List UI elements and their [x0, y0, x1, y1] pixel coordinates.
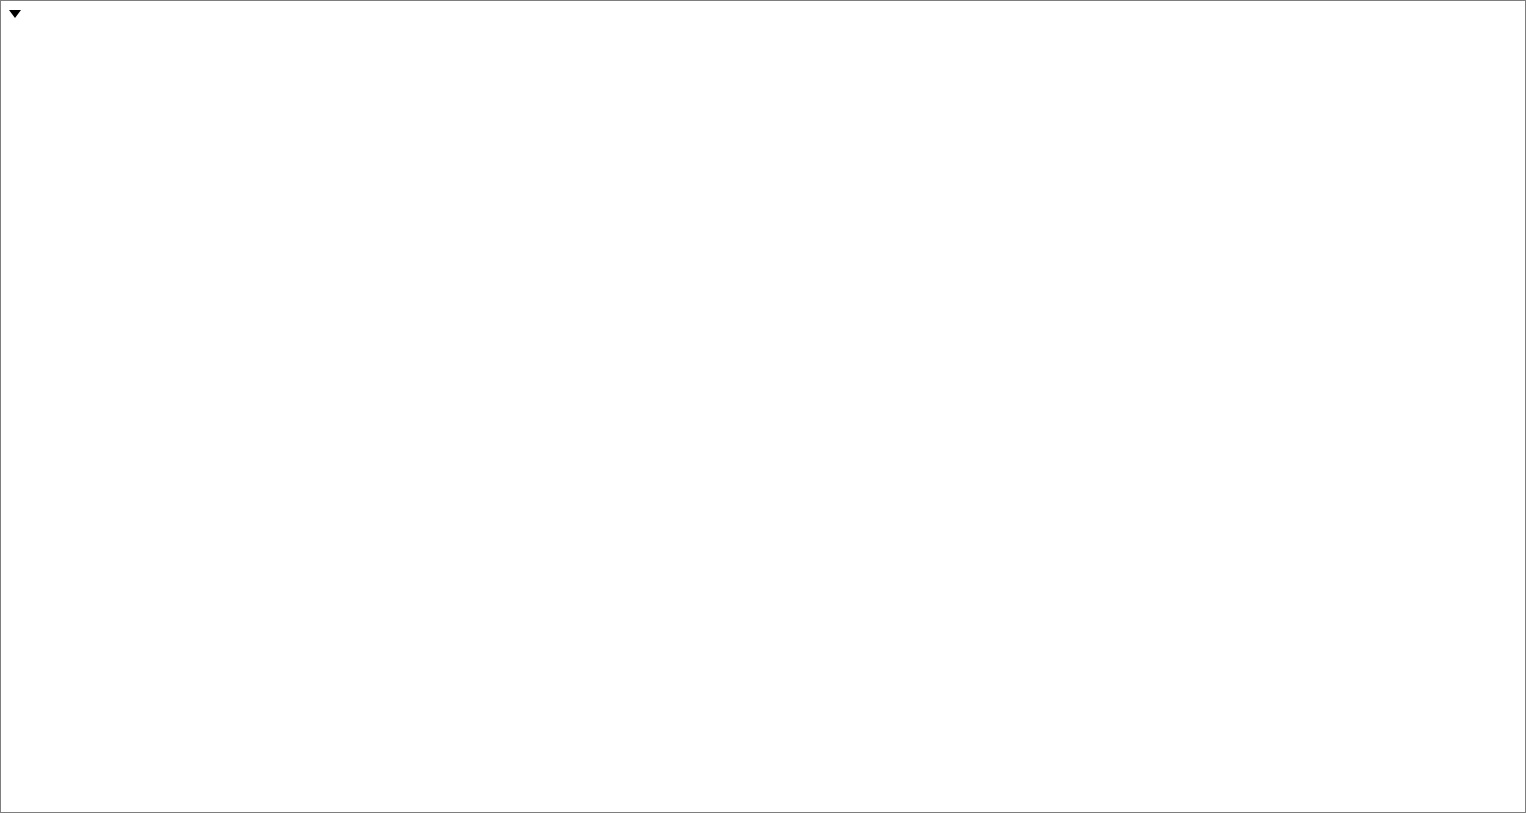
- macd-indicator-label: [9, 608, 31, 688]
- symbol-dropdown-icon: [9, 10, 21, 18]
- chart-title: [9, 8, 68, 18]
